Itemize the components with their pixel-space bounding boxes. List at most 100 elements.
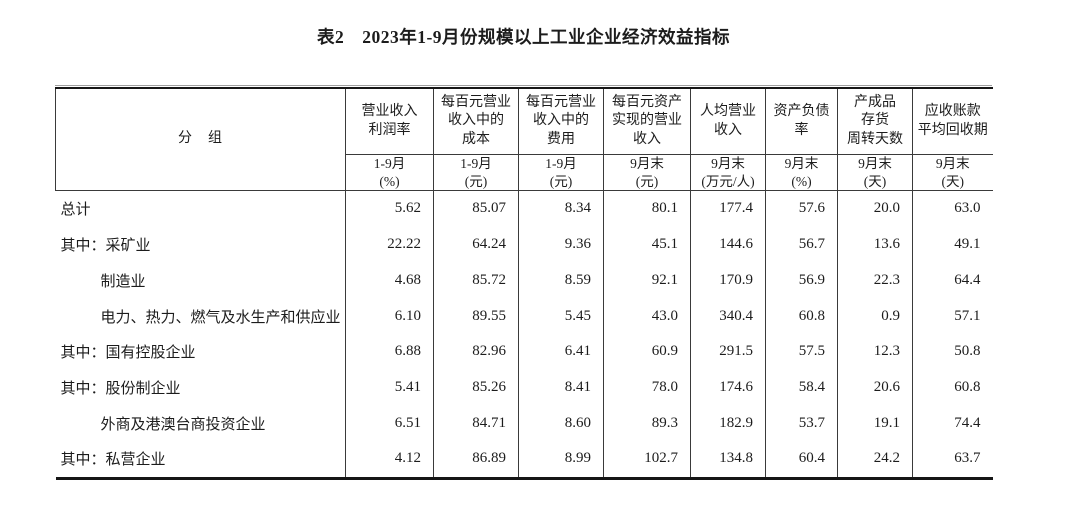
value-cell: 6.10 (345, 298, 434, 334)
value-cell: 177.4 (690, 190, 766, 227)
period-unit-cell: 9月末 (天) (912, 154, 993, 192)
value-cell: 56.7 (765, 226, 838, 263)
column-header-cell: 营业收入 利润率 (345, 88, 434, 155)
column-header-cell: 每百元营业 收入中的 成本 (433, 88, 519, 155)
value-cell: 340.4 (690, 298, 766, 334)
value-cell: 60.8 (912, 369, 993, 406)
value-cell: 57.6 (765, 190, 838, 227)
value-cell: 22.3 (837, 262, 913, 299)
value-cell: 57.5 (765, 333, 838, 370)
value-cell: 5.45 (518, 298, 604, 334)
column-header-cell: 人均营业 收入 (690, 88, 766, 155)
value-cell: 6.41 (518, 333, 604, 370)
column-header-cell: 应收账款 平均回收期 (912, 88, 993, 155)
value-cell: 64.24 (433, 226, 519, 263)
row-label-cell: 其中：采矿业 (60, 238, 151, 255)
column-header-cell: 每百元营业 收入中的 费用 (518, 88, 604, 155)
value-cell: 134.8 (690, 440, 766, 479)
row-label-cell: 电力、热力、燃气及水生产和供应业 (100, 309, 341, 326)
value-cell: 13.6 (837, 226, 913, 263)
value-cell: 4.68 (345, 262, 434, 299)
row-label-cell: 其中：股份制企业 (60, 380, 181, 397)
table-row: 外商及港澳台商投资企业 6.51 84.71 8.60 89.3 182.9 53.7 19.… (56, 405, 993, 441)
value-cell: 78.0 (603, 369, 691, 406)
group-header-cell: 分 组 (55, 88, 346, 192)
period-unit-cell: 1-9月 (%) (345, 154, 434, 192)
value-cell: 8.59 (518, 262, 604, 299)
value-cell: 20.0 (837, 190, 913, 227)
value-cell: 85.26 (433, 369, 519, 406)
table-row: 其中：国有控股企业 6.88 82.96 6.41 60.9 291.5 57.5 12.3 5… (56, 333, 993, 370)
row-label-cell: 其中：国有控股企业 (60, 345, 196, 362)
value-cell: 8.99 (518, 440, 604, 479)
row-label-cell: 制造业 (100, 273, 146, 290)
table-title: 表2 2023年1-9月份规模以上工业企业经济效益指标 (316, 27, 731, 47)
value-cell: 60.8 (765, 298, 838, 334)
value-cell: 49.1 (912, 226, 993, 263)
value-cell: 60.9 (603, 333, 691, 370)
period-unit-cell: 1-9月 (元) (518, 154, 604, 192)
table-row: 其中：股份制企业 5.41 85.26 8.41 78.0 174.6 58.4 20.6 60… (56, 369, 993, 406)
period-unit-cell: 9月末 (%) (765, 154, 838, 192)
column-header-cell: 资产负债 率 (765, 88, 838, 155)
value-cell: 6.51 (345, 405, 434, 441)
value-cell: 82.96 (433, 333, 519, 370)
value-cell: 63.0 (912, 190, 993, 227)
value-cell: 56.9 (765, 262, 838, 299)
value-cell: 50.8 (912, 333, 993, 370)
value-cell: 174.6 (690, 369, 766, 406)
period-unit-cell: 9月末 (万元/人) (690, 154, 766, 192)
value-cell: 57.1 (912, 298, 993, 334)
period-unit-cell: 9月末 (元) (603, 154, 691, 192)
row-label-cell: 总计 (60, 202, 91, 219)
value-cell: 74.4 (912, 405, 993, 441)
value-cell: 60.4 (765, 440, 838, 479)
value-cell: 170.9 (690, 262, 766, 299)
value-cell: 182.9 (690, 405, 766, 441)
header-row-periods: 1-9月 (%) 1-9月 (元) 1-9月 (元) 9月末 (元) 9月末 (万元/人… (56, 154, 993, 192)
value-cell: 4.12 (345, 440, 434, 479)
value-cell: 89.55 (433, 298, 519, 334)
value-cell: 63.7 (912, 440, 993, 479)
period-unit-cell: 9月末 (天) (837, 154, 913, 192)
value-cell: 85.07 (433, 190, 519, 227)
table-body: 总计 5.62 85.07 8.34 80.1 177.4 57.6 20.0 63.0 其中：采… (56, 190, 993, 479)
table-row: 制造业 4.68 85.72 8.59 92.1 170.9 56.9 22.3 64.4 (56, 262, 993, 299)
value-cell: 102.7 (603, 440, 691, 479)
value-cell: 6.88 (345, 333, 434, 370)
column-header-cell: 产成品 存货 周转天数 (837, 88, 913, 155)
table-row: 电力、热力、燃气及水生产和供应业 6.10 89.55 5.45 43.0 340.4 60… (56, 298, 993, 334)
row-label-cell: 外商及港澳台商投资企业 (100, 416, 266, 433)
value-cell: 20.6 (837, 369, 913, 406)
value-cell: 85.72 (433, 262, 519, 299)
value-cell: 80.1 (603, 190, 691, 227)
table-row: 其中：私营企业 4.12 86.89 8.99 102.7 134.8 60.4 24.2 63… (56, 440, 993, 479)
header-row-indicators: 分 组 营业收入 利润率 每百元营业 收入中的 成本 每百元营业 收入中的 费用 每百… (55, 88, 993, 192)
value-cell: 86.89 (433, 440, 519, 479)
table-row: 其中：采矿业 22.22 64.24 9.36 45.1 144.6 56.7 13.6 49.… (56, 226, 993, 263)
value-cell: 0.9 (837, 298, 913, 334)
value-cell: 84.71 (433, 405, 519, 441)
table-header: 分 组 营业收入 利润率 每百元营业 收入中的 成本 每百元营业 收入中的 费用 每百… (55, 88, 993, 192)
column-header-cell: 每百元资产 实现的营业 收入 (603, 88, 691, 155)
value-cell: 89.3 (603, 405, 691, 441)
value-cell: 144.6 (690, 226, 766, 263)
value-cell: 8.60 (518, 405, 604, 441)
value-cell: 19.1 (837, 405, 913, 441)
value-cell: 291.5 (690, 333, 766, 370)
row-label-cell: 其中：私营企业 (60, 452, 166, 469)
value-cell: 9.36 (518, 226, 604, 263)
period-unit-cell: 1-9月 (元) (433, 154, 519, 192)
value-cell: 8.34 (518, 190, 604, 227)
value-cell: 22.22 (345, 226, 434, 263)
value-cell: 58.4 (765, 369, 838, 406)
value-cell: 24.2 (837, 440, 913, 479)
value-cell: 43.0 (603, 298, 691, 334)
value-cell: 92.1 (603, 262, 691, 299)
indicators-table: 分 组 营业收入 利润率 每百元营业 收入中的 成本 每百元营业 收入中的 费用 每百… (55, 87, 993, 480)
table-top-thin-rule (55, 85, 992, 86)
table-row: 总计 5.62 85.07 8.34 80.1 177.4 57.6 20.0 63.0 (56, 190, 993, 227)
value-cell: 53.7 (765, 405, 838, 441)
value-cell: 5.41 (345, 369, 434, 406)
